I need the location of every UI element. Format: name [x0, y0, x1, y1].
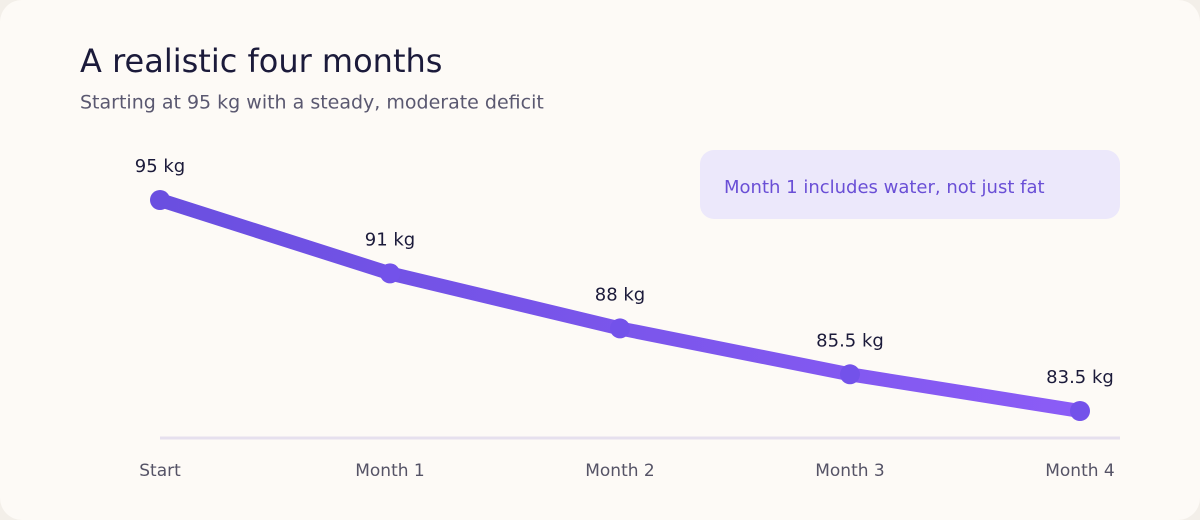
- value-label: 83.5 kg: [1046, 367, 1114, 388]
- value-label: 85.5 kg: [816, 330, 884, 351]
- x-tick-label: Start: [139, 461, 181, 481]
- value-label: 88 kg: [595, 284, 645, 305]
- x-tick-label: Month 3: [815, 461, 885, 481]
- point: [840, 364, 860, 385]
- point: [1070, 401, 1090, 421]
- annotation: Month 1 includes water, not just fat: [724, 177, 1045, 198]
- chart-subtitle: Starting at 95 kg with a steady, moderat…: [80, 92, 544, 114]
- chart-title: A realistic four months: [80, 42, 442, 80]
- x-tick-label: Month 2: [585, 461, 655, 481]
- point: [150, 190, 170, 210]
- x-tick-label: Month 1: [355, 461, 425, 481]
- value-label: 95 kg: [135, 156, 185, 177]
- annotation-box: [700, 150, 1120, 219]
- value-label: 91 kg: [365, 229, 415, 250]
- point: [610, 318, 630, 339]
- x-tick-label: Month 4: [1045, 461, 1115, 481]
- point: [380, 263, 400, 284]
